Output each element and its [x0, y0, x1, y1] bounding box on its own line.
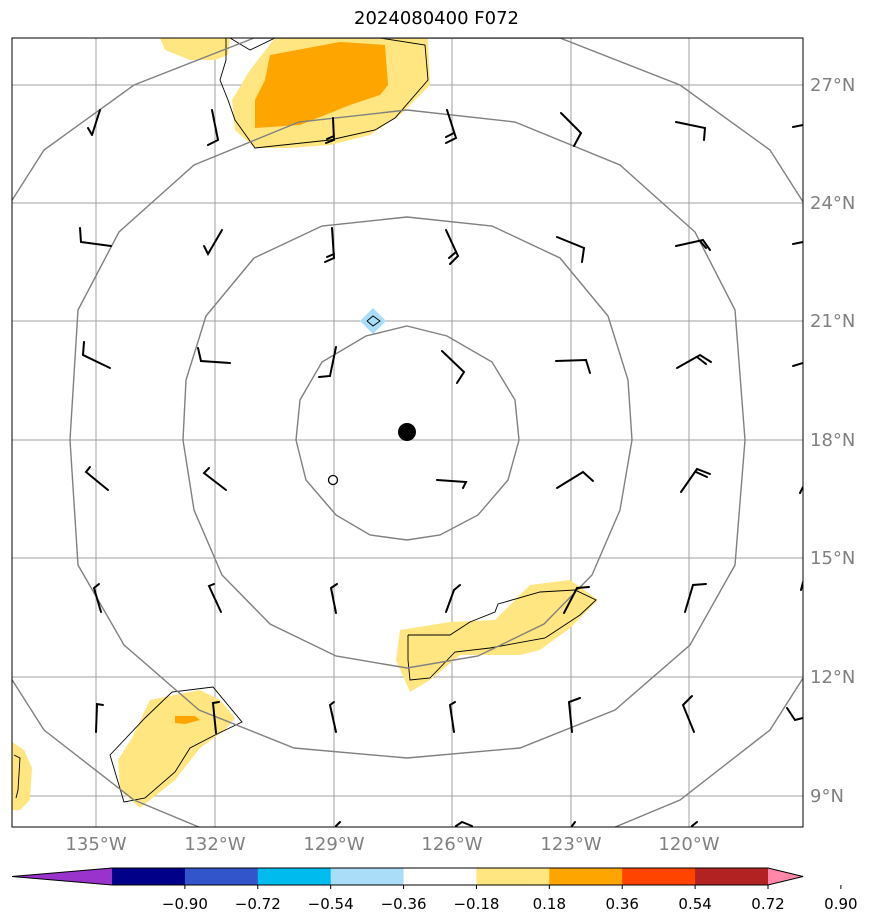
lat-label: 21°N [810, 311, 855, 332]
wind-barb [571, 821, 576, 827]
wind-barb [681, 695, 695, 733]
wind-barb [211, 701, 220, 734]
map-frame [11, 37, 804, 828]
wind-barb [92, 583, 102, 613]
wind-barb [675, 238, 711, 251]
wind-barb [203, 229, 223, 257]
wind-barb [328, 701, 337, 733]
wind-barb [436, 479, 468, 489]
range-rings [12, 38, 803, 827]
contour-bottom-left [118, 690, 235, 808]
lat-label: 9°N [810, 786, 844, 807]
wind-barb [87, 109, 101, 136]
colorbar-extend-low [12, 868, 112, 885]
calm-wind-circle [327, 474, 339, 486]
colorbar-extend-high [768, 868, 803, 885]
colorbar-segment [184, 868, 259, 885]
colorbar-tick-label: −0.18 [453, 895, 499, 913]
wind-barb [318, 346, 337, 378]
lon-label: 123°W [540, 834, 601, 855]
wind-barb [95, 702, 104, 733]
lon-labels: 135°W 132°W 129°W 126°W 123°W 120°W [65, 834, 719, 855]
lon-label: 126°W [421, 834, 482, 855]
lat-labels: 27°N 24°N 21°N 18°N 15°N 12°N 9°N [810, 75, 855, 807]
wind-barb [563, 586, 590, 614]
colorbar-segment [695, 868, 769, 885]
lon-label: 135°W [65, 834, 126, 855]
lat-label: 12°N [810, 667, 855, 688]
wind-barbs [79, 109, 803, 827]
colorbar-tick-label: 0.36 [606, 895, 639, 913]
contour-negative [360, 308, 386, 334]
wind-barb [556, 236, 586, 263]
colorbar-outline [11, 867, 804, 886]
colorbar-segment [549, 868, 623, 885]
colorbar-tick-label: 0.72 [751, 895, 784, 913]
wind-barb [792, 124, 803, 128]
colorbar-tick-label: −0.36 [381, 895, 427, 913]
wind-barb [555, 358, 591, 374]
wind-barb [676, 353, 712, 369]
lat-label: 24°N [810, 193, 855, 214]
lat-label: 18°N [810, 430, 855, 451]
contour-mid-right [396, 580, 598, 692]
wind-barb [324, 227, 336, 263]
contour-lines [13, 38, 597, 803]
contour-top-left [160, 38, 230, 60]
colorbar-segment [330, 868, 405, 885]
wind-barb [567, 697, 581, 733]
lat-label: 27°N [810, 75, 855, 96]
contour-fill-positive [12, 38, 598, 810]
wind-barb [556, 470, 594, 489]
contour-left-edge [12, 742, 32, 810]
wind-barb [675, 121, 707, 141]
colorbar-segment [476, 868, 550, 885]
contour-top-dark [255, 42, 388, 128]
wind-barb [197, 347, 231, 364]
contour-bottom-left-dark [175, 716, 200, 724]
wind-barb [684, 583, 707, 613]
colorbar-segment [257, 868, 332, 885]
wind-barb [329, 583, 338, 614]
wind-barb [445, 109, 458, 144]
wind-barb [207, 583, 222, 613]
wind-barb [792, 362, 803, 367]
colorbar-segment [622, 868, 696, 885]
colorbar-tick-label: −0.90 [162, 895, 208, 913]
storm-center-marker [398, 423, 416, 441]
colorbar: −0.90 −0.72 −0.54 −0.36 −0.18 0.18 0.36 0.54 0.7… [11, 867, 858, 913]
wind-barb [445, 584, 461, 613]
lon-label: 132°W [184, 834, 245, 855]
wind-barb [84, 466, 109, 491]
lon-label: 129°W [303, 834, 364, 855]
wind-barb [445, 229, 460, 265]
colorbar-segment [403, 868, 477, 885]
wind-barb [207, 109, 220, 146]
wind-barb [335, 821, 341, 827]
wind-barb [202, 467, 227, 491]
wind-barb [79, 227, 112, 247]
lon-label: 120°W [658, 834, 719, 855]
wind-barb [448, 701, 456, 733]
wind-barb [325, 117, 336, 144]
wind-barb [792, 241, 803, 245]
lat-label: 15°N [810, 548, 855, 569]
colorbar-tick-label: 0.90 [824, 895, 857, 913]
wind-barb [691, 821, 698, 827]
map-area [12, 38, 803, 827]
colorbar-tick-label: −0.54 [308, 895, 354, 913]
wind-barb [81, 341, 111, 369]
wind-barb [455, 820, 473, 827]
plot-title: 2024080400 F072 [354, 8, 519, 29]
wind-barb [560, 112, 583, 147]
wind-barb [441, 350, 466, 384]
wind-barb [786, 707, 803, 722]
colorbar-tick-label: 0.54 [678, 895, 711, 913]
colorbar-tick-label: −0.72 [235, 895, 281, 913]
wind-barb [680, 467, 711, 493]
colorbar-tick-label: 0.18 [533, 895, 566, 913]
colorbar-segment [112, 868, 186, 885]
